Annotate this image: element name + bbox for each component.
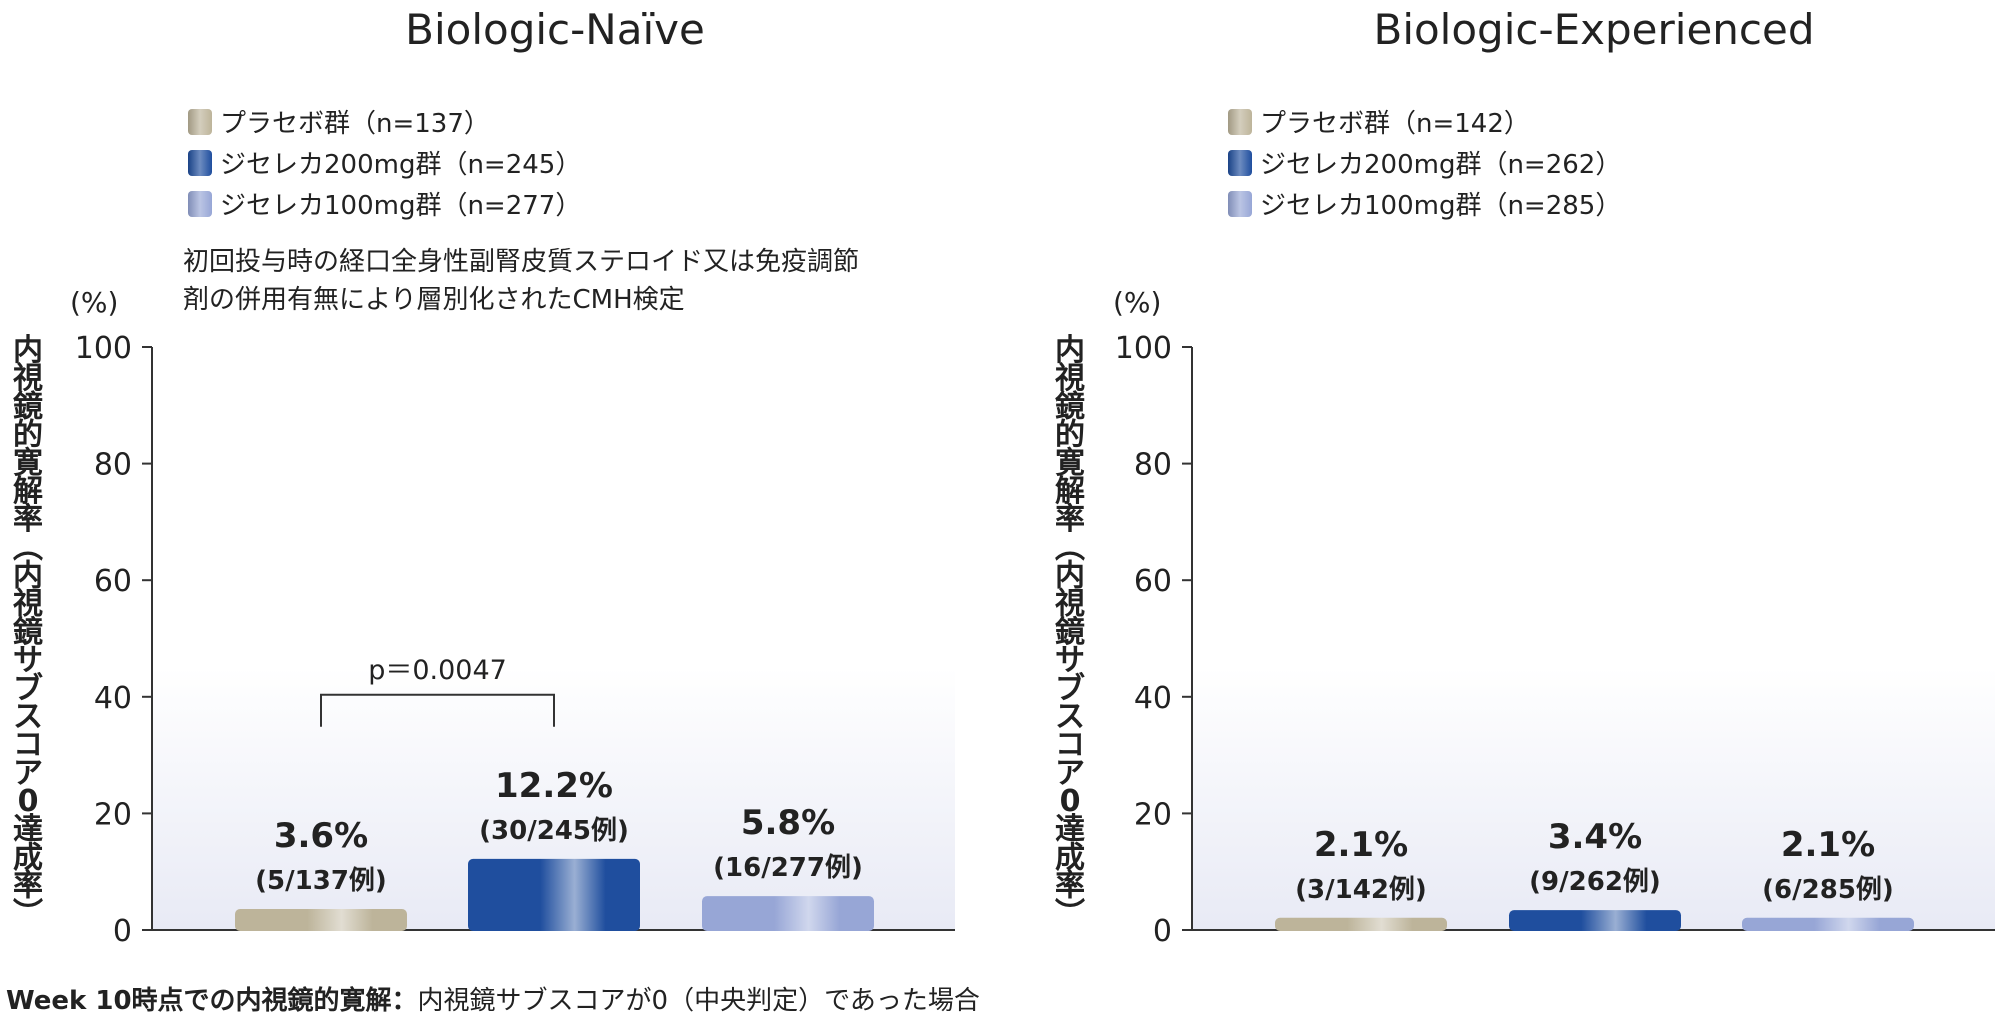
bar-value-label: 5.8% [741,803,835,843]
bar-count-label: (3/142例) [1295,875,1427,905]
y-tick-label: 20 [94,797,132,832]
y-tick-label: 60 [1134,564,1172,599]
y-unit-label: (%) [1113,286,1161,319]
bar-count-label: (16/277例) [713,853,863,883]
legend-swatch [188,109,212,135]
bar [235,909,407,931]
plot-area [152,347,955,930]
y-axis-label: 内視鏡的寛解率︵内視鏡サブスコア 0 達成率︶ [13,333,43,932]
bar [1742,917,1914,931]
legend-swatch [188,191,212,217]
y-unit-label: (%) [70,286,118,319]
stat-note: 剤の併用有無により層別化されたCMH検定 [183,285,685,315]
bar-value-label: 12.2% [495,766,613,806]
legend-item: ジセレカ200mg群（n=262） [1228,150,1621,180]
bar [1275,917,1447,931]
y-tick-label: 40 [94,681,132,716]
legend-item: ジセレカ100mg群（n=285） [1228,191,1621,221]
bar-group: (30/245例) 12.2% [468,766,640,931]
bar-count-label: (9/262例) [1529,867,1661,897]
y-tick-label: 60 [94,564,132,599]
bar-count-label: (6/285例) [1762,875,1894,905]
legend-label: ジセレカ200mg群（n=245） [220,150,581,180]
y-axis-label: 内視鏡的寛解率︵内視鏡サブスコア 0 達成率︶ [1055,333,1085,932]
bar-group: (3/142例) 2.1% [1275,825,1447,931]
stat-note: 初回投与時の経口全身性副腎皮質ステロイド又は免疫調節 [183,247,859,277]
bar [468,858,640,931]
legend-swatch [1228,191,1252,217]
legend-label: ジセレカ100mg群（n=277） [220,191,581,221]
legend-label: ジセレカ200mg群（n=262） [1260,150,1621,180]
legend-item: ジセレカ100mg群（n=277） [188,191,581,221]
bar-group: (9/262例) 3.4% [1509,817,1681,931]
chart-panel-2: Biologic-Experienced プラセボ群（n=142） ジセレカ200m… [1055,5,1995,949]
bar-value-label: 2.1% [1314,825,1408,865]
legend-item: ジセレカ200mg群（n=245） [188,150,581,180]
bar-group: (16/277例) 5.8% [702,803,874,931]
legend-item: プラセボ群（n=142） [1228,109,1530,139]
legend-label: プラセボ群（n=137） [220,109,490,139]
y-tick-label: 100 [75,331,132,366]
legend-swatch [1228,109,1252,135]
legend-swatch [1228,150,1252,176]
y-tick-label: 80 [1134,448,1172,483]
bar-group: (5/137例) 3.6% [235,816,407,931]
y-tick-label: 20 [1134,797,1172,832]
y-tick-label: 0 [113,914,132,949]
y-tick-label: 0 [1153,914,1172,949]
bar-group: (6/285例) 2.1% [1742,825,1914,931]
y-tick-label: 80 [94,448,132,483]
footnote: Week 10時点での内視鏡的寛解：内視鏡サブスコアが0（中央判定）であった場合 [6,980,980,1017]
bar-value-label: 3.6% [274,816,368,856]
bar-value-label: 2.1% [1781,825,1875,865]
footnote-bold: Week 10時点での内視鏡的寛解： [6,986,418,1016]
bar-count-label: (5/137例) [255,866,387,896]
bar-value-label: 3.4% [1548,817,1642,857]
chart-panel-1: Biologic-Naïve プラセボ群（n=137） ジセレカ200mg群（n=2… [13,5,955,949]
chart-title: Biologic-Naïve [405,5,705,54]
legend-item: プラセボ群（n=137） [188,109,490,139]
chart-title: Biologic-Experienced [1374,5,1815,54]
y-tick-label: 100 [1115,331,1172,366]
y-tick-label: 40 [1134,681,1172,716]
footnote-text: 内視鏡サブスコアが0（中央判定）であった場合 [417,986,980,1016]
legend-label: ジセレカ100mg群（n=285） [1260,191,1621,221]
bar-count-label: (30/245例) [479,816,629,846]
plot-area [1192,347,1995,930]
bar [1509,910,1681,931]
significance-bracket [320,693,555,727]
p-value-label: p＝0.0047 [368,655,507,686]
legend-swatch [188,150,212,176]
bar [702,896,874,931]
legend-label: プラセボ群（n=142） [1260,109,1530,139]
